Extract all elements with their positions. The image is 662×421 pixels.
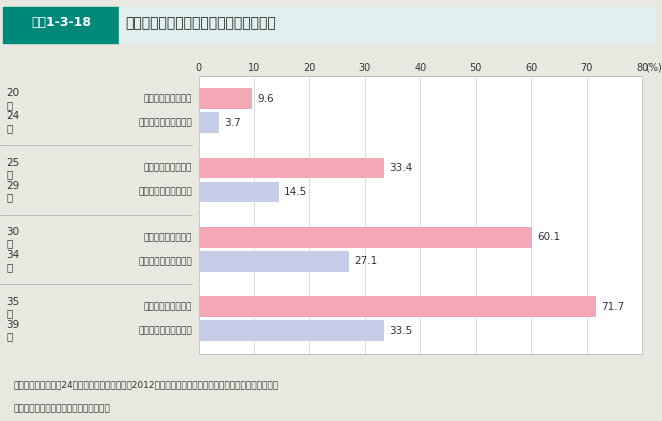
Text: 正規の職員・従業員: 正規の職員・従業員 [144,302,192,312]
Text: （注）「死別・離別」「不詳」を含む。: （注）「死別・離別」「不詳」を含む。 [13,405,110,413]
Text: 正規の職員・従業員: 正規の職員・従業員 [144,233,192,242]
Text: 80: 80 [636,63,648,72]
Text: 30: 30 [359,63,371,72]
Text: 25
〜
29
歳: 25 〜 29 歳 [7,157,20,203]
FancyBboxPatch shape [199,227,532,248]
FancyBboxPatch shape [199,157,384,179]
Text: 非正規の職員・従業員: 非正規の職員・従業員 [138,326,192,336]
Text: 33.4: 33.4 [389,163,412,173]
Text: 0: 0 [195,63,202,72]
Text: 33.5: 33.5 [390,326,413,336]
FancyBboxPatch shape [199,76,642,354]
Text: 資料：総務省「平成24年就業構造基本調査」（2012年）より厚生労働省政策統括官付政策評価官室作成: 資料：総務省「平成24年就業構造基本調査」（2012年）より厚生労働省政策統括官… [13,380,278,389]
FancyBboxPatch shape [199,181,279,203]
Text: 10: 10 [248,63,260,72]
Text: 60.1: 60.1 [537,232,560,242]
Text: 非正規の職員・従業員: 非正規の職員・従業員 [138,257,192,266]
Text: 9.6: 9.6 [257,93,274,104]
Text: 雇用形態別の配偶者がいる割合（男性）: 雇用形態別の配偶者がいる割合（男性） [126,16,277,30]
Text: 40: 40 [414,63,426,72]
Text: 60: 60 [525,63,538,72]
Text: 71.7: 71.7 [601,302,625,312]
FancyBboxPatch shape [3,7,119,43]
Text: 非正規の職員・従業員: 非正規の職員・従業員 [138,187,192,197]
Text: 正規の職員・従業員: 正規の職員・従業員 [144,94,192,103]
FancyBboxPatch shape [199,88,252,109]
Text: 正規の職員・従業員: 正規の職員・従業員 [144,163,192,173]
FancyBboxPatch shape [199,320,385,341]
Text: 20
〜
24
歳: 20 〜 24 歳 [7,88,20,133]
Text: (%): (%) [645,63,662,72]
Text: 14.5: 14.5 [284,187,308,197]
Text: 20: 20 [303,63,316,72]
FancyBboxPatch shape [199,251,349,272]
Text: 30
〜
34
歳: 30 〜 34 歳 [7,227,20,272]
FancyBboxPatch shape [119,7,655,43]
Text: 図表1-3-18: 図表1-3-18 [31,16,91,29]
Text: 50: 50 [469,63,482,72]
Text: 27.1: 27.1 [354,256,377,266]
FancyBboxPatch shape [199,112,219,133]
Text: 3.7: 3.7 [224,117,241,128]
Text: 70: 70 [581,63,593,72]
FancyBboxPatch shape [199,296,596,317]
Text: 35
〜
39
歳: 35 〜 39 歳 [7,296,20,341]
Text: 非正規の職員・従業員: 非正規の職員・従業員 [138,118,192,127]
